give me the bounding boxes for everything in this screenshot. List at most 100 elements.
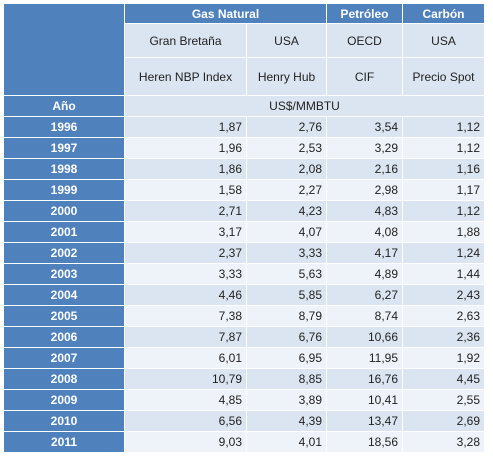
value-cell: 4,17 (326, 242, 403, 264)
value-cell: 9,03 (124, 431, 247, 453)
value-cell: 4,45 (402, 368, 485, 390)
year-cell: 2000 (3, 200, 125, 222)
value-cell: 6,27 (326, 284, 403, 306)
value-cell: 5,85 (246, 284, 327, 306)
value-cell: 1,12 (402, 200, 485, 222)
value-cell: 7,38 (124, 305, 247, 327)
value-cell: 2,16 (326, 158, 403, 180)
value-cell: 1,96 (124, 137, 247, 159)
year-cell: 2011 (3, 431, 125, 453)
region-usa-gas: USA (246, 23, 327, 58)
value-cell: 2,98 (326, 179, 403, 201)
value-cell: 4,07 (246, 221, 327, 243)
year-cell: 2007 (3, 347, 125, 369)
value-cell: 10,66 (326, 326, 403, 348)
value-cell: 1,12 (402, 137, 485, 159)
value-cell: 3,33 (246, 242, 327, 264)
value-cell: 1,16 (402, 158, 485, 180)
index-cif: CIF (326, 57, 403, 96)
value-cell: 6,95 (246, 347, 327, 369)
value-cell: 8,85 (246, 368, 327, 390)
year-cell: 2005 (3, 305, 125, 327)
index-heren-nbp: Heren NBP Index (124, 57, 247, 96)
table-row: 2001 3,17 4,07 4,08 1,88 (3, 221, 485, 243)
value-cell: 13,47 (326, 410, 403, 432)
table-row: 2010 6,56 4,39 13,47 2,69 (3, 410, 485, 432)
table-row: 2009 4,85 3,89 10,41 2,55 (3, 389, 485, 411)
value-cell: 2,36 (402, 326, 485, 348)
table-row: 2003 3,33 5,63 4,89 1,44 (3, 263, 485, 285)
index-henry-hub: Henry Hub (246, 57, 327, 96)
value-cell: 4,01 (246, 431, 327, 453)
table-row: 2006 7,87 6,76 10,66 2,36 (3, 326, 485, 348)
year-cell: 1998 (3, 158, 125, 180)
value-cell: 4,89 (326, 263, 403, 285)
value-cell: 1,88 (402, 221, 485, 243)
value-cell: 8,79 (246, 305, 327, 327)
gas-natural-header: Gas Natural (124, 3, 327, 24)
value-cell: 4,85 (124, 389, 247, 411)
table-row: 2005 7,38 8,79 8,74 2,63 (3, 305, 485, 327)
value-cell: 1,86 (124, 158, 247, 180)
year-cell: 2001 (3, 221, 125, 243)
table-row: 2000 2,71 4,23 4,83 1,12 (3, 200, 485, 222)
value-cell: 11,95 (326, 347, 403, 369)
value-cell: 1,58 (124, 179, 247, 201)
value-cell: 1,24 (402, 242, 485, 264)
value-cell: 3,17 (124, 221, 247, 243)
value-cell: 2,55 (402, 389, 485, 411)
value-cell: 6,76 (246, 326, 327, 348)
region-gran-bretana: Gran Bretaña (124, 23, 247, 58)
value-cell: 4,23 (246, 200, 327, 222)
table-row: 1999 1,58 2,27 2,98 1,17 (3, 179, 485, 201)
unit-label: US$/MMBTU (124, 95, 485, 117)
value-cell: 3,29 (326, 137, 403, 159)
year-column-header: Año (3, 95, 125, 117)
value-cell: 4,08 (326, 221, 403, 243)
table-row: 2011 9,03 4,01 18,56 3,28 (3, 431, 485, 453)
year-cell: 2003 (3, 263, 125, 285)
data-rows: 1996 1,87 2,76 3,54 1,12 1997 1,96 2,53 3,29 1,12… (3, 116, 485, 453)
value-cell: 2,08 (246, 158, 327, 180)
value-cell: 7,87 (124, 326, 247, 348)
table-row: 2008 10,79 8,85 16,76 4,45 (3, 368, 485, 390)
year-cell: 2004 (3, 284, 125, 306)
value-cell: 2,69 (402, 410, 485, 432)
value-cell: 2,53 (246, 137, 327, 159)
value-cell: 16,76 (326, 368, 403, 390)
value-cell: 6,56 (124, 410, 247, 432)
value-cell: 1,12 (402, 116, 485, 138)
year-cell: 2008 (3, 368, 125, 390)
value-cell: 3,33 (124, 263, 247, 285)
value-cell: 1,87 (124, 116, 247, 138)
energy-price-table: Gas Natural Petróleo Carbón Gran Bretaña… (3, 3, 485, 453)
year-cell: 2006 (3, 326, 125, 348)
value-cell: 8,74 (326, 305, 403, 327)
year-cell: 2009 (3, 389, 125, 411)
table-row: 2004 4,46 5,85 6,27 2,43 (3, 284, 485, 306)
year-cell: 2010 (3, 410, 125, 432)
value-cell: 6,01 (124, 347, 247, 369)
table-row: 2007 6,01 6,95 11,95 1,92 (3, 347, 485, 369)
value-cell: 3,89 (246, 389, 327, 411)
table-row: 1996 1,87 2,76 3,54 1,12 (3, 116, 485, 138)
value-cell: 2,63 (402, 305, 485, 327)
carbon-header: Carbón (402, 3, 485, 24)
table-row: 2002 2,37 3,33 4,17 1,24 (3, 242, 485, 264)
value-cell: 5,63 (246, 263, 327, 285)
year-cell: 1997 (3, 137, 125, 159)
value-cell: 2,27 (246, 179, 327, 201)
year-cell: 1999 (3, 179, 125, 201)
year-cell: 2002 (3, 242, 125, 264)
region-oecd: OECD (326, 23, 403, 58)
value-cell: 10,41 (326, 389, 403, 411)
value-cell: 1,17 (402, 179, 485, 201)
value-cell: 2,37 (124, 242, 247, 264)
value-cell: 2,43 (402, 284, 485, 306)
value-cell: 1,92 (402, 347, 485, 369)
value-cell: 4,39 (246, 410, 327, 432)
petroleo-header: Petróleo (326, 3, 403, 24)
value-cell: 4,46 (124, 284, 247, 306)
table-row: 1998 1,86 2,08 2,16 1,16 (3, 158, 485, 180)
value-cell: 3,28 (402, 431, 485, 453)
